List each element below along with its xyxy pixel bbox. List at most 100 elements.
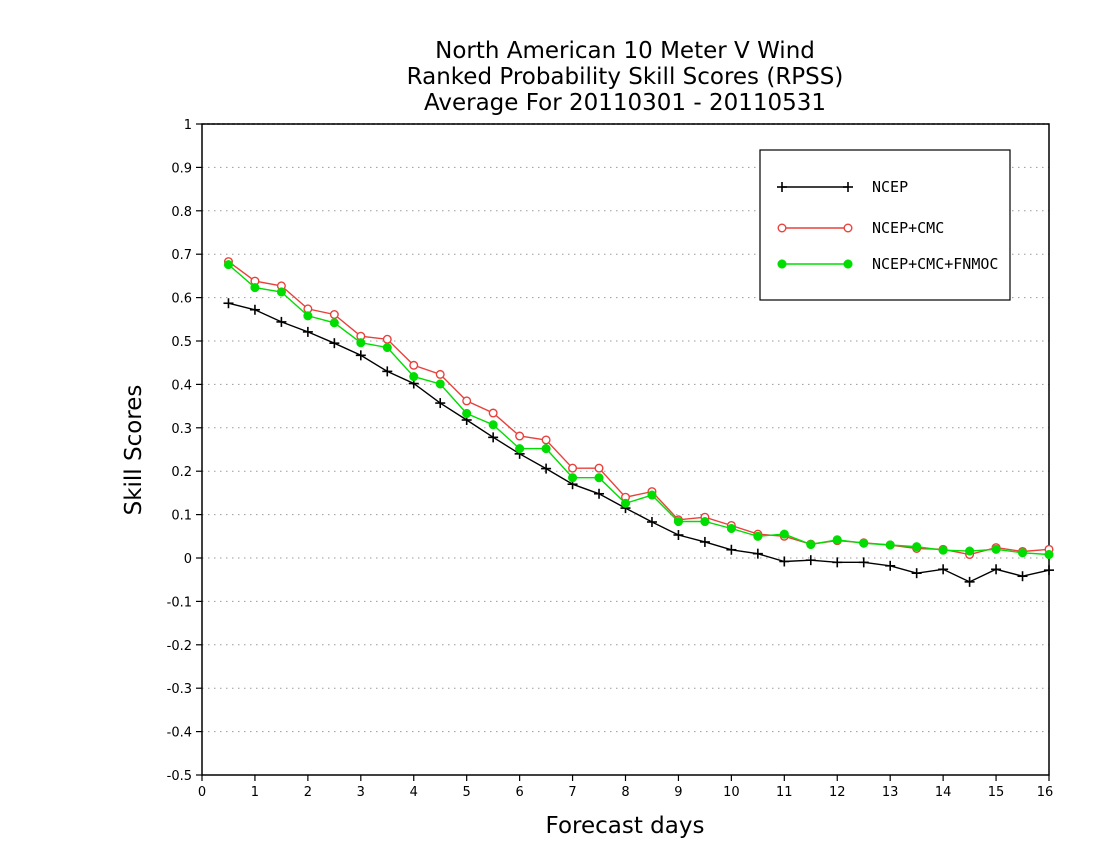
data-point-ncep	[843, 182, 853, 192]
x-tick-label: 11	[776, 785, 793, 800]
legend-label: NCEP+CMC+FNMOC	[872, 255, 998, 273]
data-point-ncep-cmc-fnmoc	[1017, 548, 1028, 558]
data-point-ncep-cmc	[329, 310, 339, 320]
data-point-ncep-cmc-fnmoc	[777, 259, 787, 269]
title-line-3: Average For 20110301 - 20110531	[424, 90, 826, 116]
series-ncep-cmc	[223, 257, 1054, 560]
y-tick-label: -0.2	[167, 639, 192, 654]
data-point-ncep-cmc-fnmoc	[843, 259, 853, 269]
data-point-ncep-cmc-fnmoc	[965, 546, 975, 556]
y-tick-label: 0.8	[171, 205, 192, 220]
data-point-ncep-cmc-fnmoc	[726, 523, 736, 534]
data-point-ncep	[938, 564, 949, 575]
data-point-ncep-cmc-fnmoc	[673, 516, 683, 527]
data-point-ncep-cmc	[409, 360, 419, 370]
y-axis: -0.5 -0.4 -0.3 -0.2 -0.1 0 0.1 0.2 0.3 0.4 0.5 0.6 0…	[167, 118, 202, 784]
data-point-ncep-cmc-fnmoc	[515, 444, 525, 454]
data-point-ncep-cmc-fnmoc	[647, 490, 657, 500]
data-point-ncep	[594, 488, 605, 499]
x-tick-label: 2	[304, 785, 312, 800]
data-point-ncep-cmc-fnmoc	[885, 540, 895, 550]
data-point-ncep-cmc-fnmoc	[250, 283, 260, 293]
y-tick-label: 0.7	[171, 248, 192, 263]
data-point-ncep	[302, 326, 313, 337]
data-point-ncep	[435, 398, 446, 409]
data-point-ncep-cmc-fnmoc	[276, 287, 286, 297]
data-point-ncep	[673, 529, 684, 540]
x-tick-label: 8	[621, 785, 629, 800]
x-tick-label: 10	[723, 785, 740, 800]
x-tick-label: 6	[515, 785, 523, 800]
y-tick-label: 0.5	[171, 335, 192, 350]
data-point-ncep-cmc-fnmoc	[303, 311, 313, 321]
data-point-ncep-cmc-fnmoc	[356, 338, 366, 348]
data-point-ncep	[777, 182, 787, 192]
y-tick-label: 0	[184, 552, 192, 567]
data-point-ncep	[805, 555, 816, 566]
x-tick-label: 4	[410, 785, 418, 800]
data-point-ncep-cmc-fnmoc	[700, 516, 710, 527]
y-tick-label: -0.1	[167, 595, 192, 610]
data-point-ncep	[779, 556, 790, 567]
data-point-ncep-cmc-fnmoc	[991, 544, 1001, 554]
data-point-ncep	[1044, 565, 1054, 576]
series-line	[228, 302, 1050, 583]
data-point-ncep-cmc	[382, 334, 392, 344]
data-point-ncep-cmc-fnmoc	[568, 473, 578, 483]
data-point-ncep	[276, 316, 287, 327]
data-point-ncep-cmc-fnmoc	[832, 535, 842, 545]
x-tick-label: 14	[935, 785, 952, 800]
title-line-1: North American 10 Meter V Wind	[435, 38, 815, 64]
data-point-ncep	[858, 557, 869, 568]
data-point-ncep	[488, 432, 499, 443]
data-point-ncep	[752, 548, 763, 559]
data-point-ncep	[329, 338, 340, 349]
data-point-ncep-cmc	[462, 396, 472, 406]
x-tick-label: 13	[882, 785, 899, 800]
x-tick-label: 3	[357, 785, 365, 800]
data-point-ncep-cmc-fnmoc	[620, 498, 631, 508]
data-point-ncep	[699, 536, 710, 547]
data-point-ncep	[223, 298, 234, 309]
data-point-ncep-cmc-fnmoc	[912, 542, 922, 552]
data-point-ncep-cmc-fnmoc	[488, 420, 498, 430]
legend-box	[759, 149, 1011, 301]
data-point-ncep	[832, 557, 843, 568]
data-point-ncep-cmc-fnmoc	[462, 408, 472, 419]
y-tick-label: 0.9	[171, 161, 192, 176]
data-point-ncep-cmc-fnmoc	[859, 538, 869, 548]
data-point-ncep-cmc-fnmoc	[806, 539, 816, 550]
data-point-ncep-cmc	[541, 435, 551, 445]
x-axis: 0 1 2 3 4 5 6 7 8 9 10 11 12 13 14 15 16	[198, 775, 1053, 800]
series-line	[228, 264, 1050, 556]
data-point-ncep-cmc	[843, 223, 853, 233]
x-tick-label: 9	[674, 785, 682, 800]
data-point-ncep-cmc-fnmoc	[541, 444, 551, 454]
data-point-ncep-cmc-fnmoc	[409, 372, 419, 382]
legend-item: NCEP+CMC+FNMOC	[777, 255, 998, 273]
data-point-ncep	[726, 544, 737, 555]
x-axis-label: Forecast days	[546, 813, 705, 839]
legend: NCEP NCEP+CMC NCEP+CMC+FNMOC	[759, 149, 1011, 301]
data-point-ncep	[382, 366, 393, 377]
series-ncep-cmc-fnmoc	[223, 260, 1054, 560]
series-line	[228, 261, 1050, 556]
data-point-ncep-cmc-fnmoc	[329, 318, 339, 328]
x-tick-label: 15	[988, 785, 1005, 800]
data-point-ncep	[964, 576, 975, 587]
data-point-ncep-cmc-fnmoc	[382, 342, 392, 353]
data-point-ncep-cmc-fnmoc	[223, 260, 234, 270]
legend-item: NCEP+CMC	[777, 219, 944, 237]
data-point-ncep-cmc	[568, 463, 578, 473]
legend-label: NCEP	[872, 178, 908, 196]
data-point-ncep-cmc-fnmoc	[1044, 549, 1054, 560]
data-point-ncep	[541, 463, 552, 474]
data-point-ncep	[991, 564, 1002, 575]
y-tick-label: -0.4	[167, 726, 192, 741]
data-point-ncep-cmc	[777, 223, 787, 233]
legend-item: NCEP	[777, 178, 908, 196]
legend-label: NCEP+CMC	[872, 219, 944, 237]
data-point-ncep	[646, 516, 657, 527]
y-tick-label: 0.3	[171, 422, 192, 437]
